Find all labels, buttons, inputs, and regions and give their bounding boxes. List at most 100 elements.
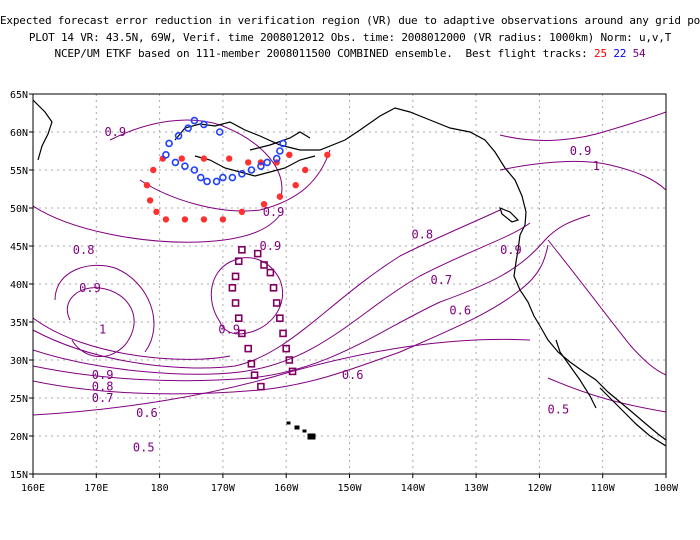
contour-line <box>547 377 666 413</box>
lon-tick-label: 130W <box>464 483 489 494</box>
lat-tick-label: 60N <box>10 128 28 139</box>
track-22-point <box>247 166 256 174</box>
track-54-point <box>276 314 284 323</box>
track-red-label: 25 <box>594 47 607 60</box>
lon-tick-label: 160W <box>274 483 299 494</box>
track-25-point <box>301 166 309 174</box>
track-22-point <box>215 128 224 136</box>
contour-label: 0.9 <box>218 323 240 337</box>
track-25-point <box>219 216 227 223</box>
title-line-2: PLOT 14 VR: 43.5N, 69W, Verif. time 2008… <box>28 31 672 44</box>
lat-tick-label: 45N <box>10 242 28 253</box>
lon-tick-label: 150W <box>337 483 362 494</box>
contour-label: 0.8 <box>73 243 95 257</box>
west-coast <box>513 234 666 441</box>
lat-tick-label: 30N <box>10 356 28 367</box>
track-54-point <box>250 371 259 380</box>
contour-label: 0.6 <box>342 368 364 382</box>
lon-tick-label: 170E <box>84 483 108 494</box>
lon-tick-label: 180 <box>151 483 169 494</box>
track-54-point <box>253 249 262 258</box>
alaska-coast <box>174 107 527 236</box>
track-54-point <box>234 257 243 266</box>
track-22-point <box>276 147 284 155</box>
contour-label: 0.9 <box>92 368 114 382</box>
vancouver-island <box>499 206 520 223</box>
lon-tick-label: 160E <box>21 483 45 494</box>
track-25-point <box>238 208 246 215</box>
island <box>302 429 307 433</box>
contour-label: 0.6 <box>449 304 471 318</box>
track-purple-label: 54 <box>632 47 646 60</box>
track-54-point <box>285 356 294 364</box>
track-25-point <box>153 208 160 215</box>
track-25-point <box>324 151 331 158</box>
track-54-point <box>257 382 265 391</box>
title-line-1: Expected forecast error reduction in ver… <box>0 14 700 27</box>
track-25-point <box>260 201 268 208</box>
contour-label: 0.9 <box>263 205 285 219</box>
track-22-point <box>174 132 183 140</box>
siberia-coast <box>33 99 53 161</box>
track-22-point <box>238 170 246 178</box>
track-54-point <box>272 299 281 307</box>
track-22-point <box>272 154 281 163</box>
lon-tick-label: 100W <box>654 483 679 494</box>
alaska-peninsula <box>249 131 311 151</box>
track-54-point <box>231 272 240 281</box>
track-25-point <box>181 216 189 223</box>
track-22-point <box>190 166 199 174</box>
contour-label: 0.8 <box>411 228 433 242</box>
lat-tick-label: 35N <box>10 318 28 329</box>
lat-tick-label: 40N <box>10 280 28 291</box>
track-22-point <box>279 139 287 148</box>
axes: 65N 60N 55N 50N 45N 40N 35N 30N 25N 20N 15N 160E 170… <box>10 90 679 494</box>
lat-tick-label: 50N <box>10 204 28 215</box>
track-25-point <box>162 216 170 223</box>
track-22-point <box>162 151 170 159</box>
track-25-point <box>286 151 293 158</box>
lon-tick-label: 120W <box>527 483 552 494</box>
track-54-point <box>238 246 246 254</box>
aleutian-chain <box>194 155 316 177</box>
track-22-point <box>219 173 227 182</box>
track-54-point <box>234 314 243 323</box>
track-25-point <box>150 166 157 174</box>
flight-tracks <box>143 116 331 391</box>
contour-line <box>547 239 666 376</box>
track-22-point <box>165 139 173 148</box>
lat-tick-label: 65N <box>10 90 28 101</box>
track-25-point <box>226 155 233 162</box>
contour-label: 0.5 <box>548 402 570 416</box>
track-25-point <box>200 155 208 162</box>
lat-tick-label: 15N <box>10 470 28 481</box>
contour-labels: 0.90.910.90.8 0.90.80.90.90.710.60.90.90.… <box>73 125 600 454</box>
hawaii-islands <box>286 421 316 440</box>
lat-tick-label: 55N <box>10 166 28 177</box>
lat-tick-label: 20N <box>10 432 28 443</box>
track-54-point <box>231 299 240 307</box>
track-54-point <box>282 344 291 353</box>
island <box>294 425 300 430</box>
mexico-coast <box>599 387 666 447</box>
contour-label: 0.9 <box>500 243 522 257</box>
contour-label: 1 <box>99 323 106 337</box>
contour-label: 0.9 <box>570 144 592 158</box>
track-54-point <box>238 329 246 338</box>
baja-coast <box>555 339 597 409</box>
contour-label: 0.5 <box>133 440 155 454</box>
track-blue-label: 22 <box>613 47 627 60</box>
contour-line <box>33 214 591 382</box>
lat-tick-label: 25N <box>10 394 28 405</box>
track-54-point <box>279 329 287 338</box>
track-22-point <box>190 116 199 125</box>
island <box>307 433 316 440</box>
contour-line <box>33 317 231 360</box>
title-line-3: NCEP/UM ETKF based on 111-member 2008011… <box>0 47 700 60</box>
track-22-point <box>181 162 189 170</box>
track-25-point <box>143 182 151 189</box>
contour-label: 0.9 <box>104 125 126 139</box>
contour-line <box>139 149 331 212</box>
track-54-point <box>288 367 297 376</box>
track-54-point <box>228 283 237 292</box>
